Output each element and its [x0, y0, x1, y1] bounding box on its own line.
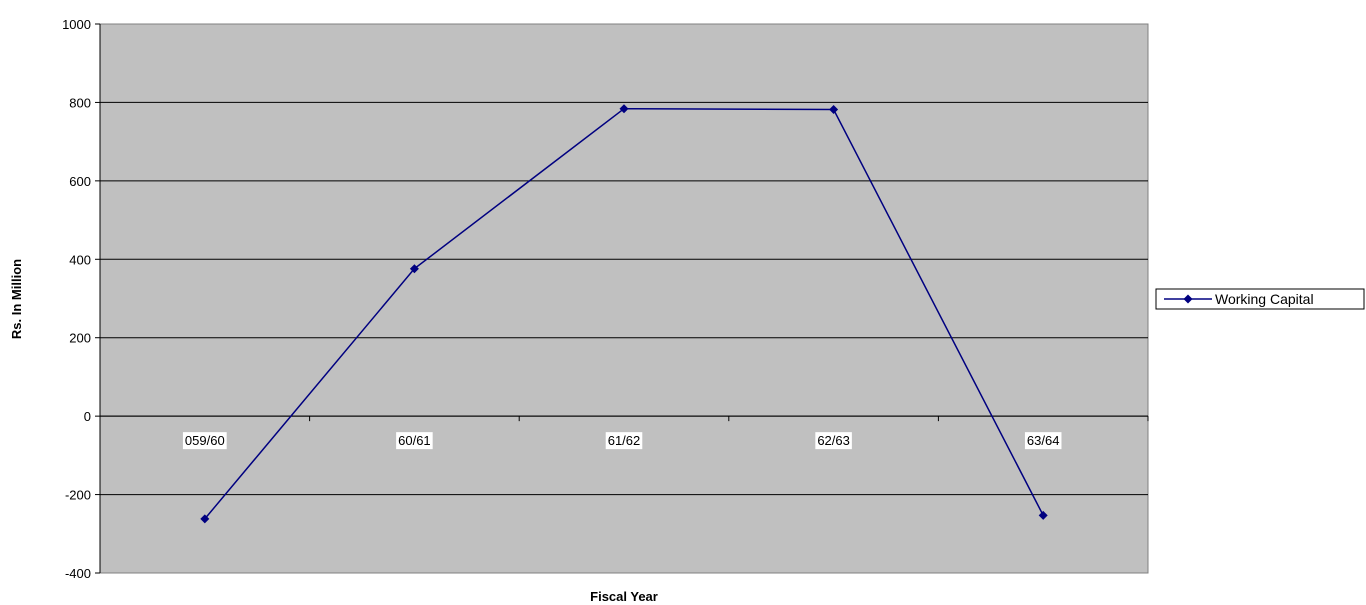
x-tick-label-group: 61/62	[605, 432, 643, 450]
x-tick-label-group: 63/64	[1024, 432, 1062, 450]
y-tick-label: 200	[69, 331, 91, 346]
y-tick-label: 800	[69, 95, 91, 110]
y-tick-labels: -400 -200 0 200 400 600 800 1000	[62, 17, 91, 581]
y-tick-label: 600	[69, 174, 91, 189]
data-point	[1038, 510, 1048, 520]
legend-box	[1155, 288, 1365, 310]
y-tick-label: 1000	[62, 17, 91, 32]
series-markers	[200, 104, 1048, 524]
x-tick-label: 62/63	[817, 433, 850, 448]
x-tick-label-group: 62/63	[815, 432, 852, 450]
axes	[95, 23, 1149, 574]
legend-marker-swatch	[1183, 294, 1193, 304]
legend-label: Working Capital	[1215, 291, 1314, 307]
x-tick-label: 61/62	[608, 433, 641, 448]
data-point	[200, 514, 210, 524]
y-tick-label: 0	[84, 409, 91, 424]
plot-area	[99, 23, 1149, 574]
y-tick-label: 400	[69, 252, 91, 267]
y-axis-title: Rs. In Million	[9, 259, 24, 339]
y-tick-label: -400	[65, 566, 91, 581]
y-tick-label: -200	[65, 488, 91, 503]
x-axis-title: Fiscal Year	[590, 589, 658, 604]
data-point	[619, 104, 629, 114]
x-tick-label: 63/64	[1027, 433, 1060, 448]
x-tick-labels: 059/60 60/61 61/62 62/63 63/64	[182, 432, 1062, 450]
x-tick-label-background	[605, 432, 643, 450]
legend: Working Capital	[1155, 288, 1365, 310]
x-tick-label-background	[815, 432, 852, 450]
x-tick-label-group: 059/60	[182, 432, 227, 450]
x-tick-label-background	[396, 432, 433, 450]
data-point	[829, 104, 839, 114]
x-tick-label-background	[182, 432, 227, 450]
x-tick-label: 60/61	[398, 433, 431, 448]
x-tick-label-group: 60/61	[396, 432, 433, 450]
data-point	[409, 264, 419, 274]
x-tick-label: 059/60	[185, 433, 225, 448]
x-tick-label-background	[1024, 432, 1062, 450]
